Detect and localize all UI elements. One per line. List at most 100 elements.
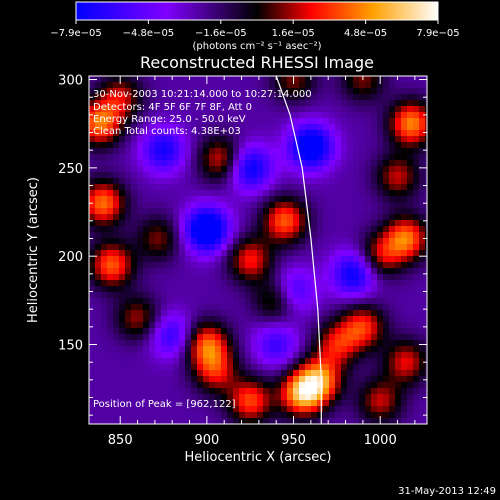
heatmap-cell [329, 208, 336, 215]
heatmap-cell [251, 316, 258, 323]
heatmap-cell [389, 82, 396, 89]
heatmap-cell [341, 106, 348, 113]
heatmap-cell [335, 142, 342, 149]
heatmap-cell [173, 376, 180, 383]
heatmap-cell [329, 322, 336, 329]
heatmap-cell [203, 130, 210, 137]
heatmap-cell [209, 124, 216, 131]
heatmap-cell [371, 292, 378, 299]
heatmap-cell [179, 298, 186, 305]
heatmap-cell [305, 364, 312, 371]
heatmap-cell [149, 334, 156, 341]
heatmap-cell [161, 202, 168, 209]
heatmap-cell [257, 268, 264, 275]
heatmap-cell [317, 100, 324, 107]
heatmap-cell [227, 220, 234, 227]
heatmap-cell [143, 298, 150, 305]
heatmap-cell [257, 406, 264, 413]
heatmap-cell [377, 112, 384, 119]
heatmap-cell [155, 220, 162, 227]
heatmap-cell [119, 166, 126, 173]
heatmap-cell [263, 232, 270, 239]
heatmap-cell [101, 160, 108, 167]
heatmap-cell [167, 166, 174, 173]
heatmap-cell [389, 226, 396, 233]
heatmap-cell [257, 382, 264, 389]
heatmap-cell [251, 94, 258, 101]
heatmap-cell [245, 172, 252, 179]
heatmap-cell [407, 268, 414, 275]
heatmap-cell [263, 316, 270, 323]
heatmap-cell [233, 178, 240, 185]
heatmap-cell [161, 160, 168, 167]
heatmap-cell [113, 178, 120, 185]
heatmap-cell [383, 412, 390, 419]
heatmap-cell [95, 340, 102, 347]
heatmap-cell [305, 106, 312, 113]
heatmap-cell [323, 286, 330, 293]
heatmap-cell [335, 376, 342, 383]
heatmap-cell [329, 118, 336, 125]
heatmap-cell [263, 358, 270, 365]
heatmap-cell [293, 406, 300, 413]
heatmap-cell [95, 274, 102, 281]
heatmap-cell [119, 286, 126, 293]
heatmap-cell [407, 160, 414, 167]
heatmap-cell [197, 232, 204, 239]
heatmap-cell [161, 136, 168, 143]
heatmap-cell [245, 292, 252, 299]
heatmap-cell [239, 346, 246, 353]
heatmap-cell [395, 178, 402, 185]
heatmap-cell [425, 136, 427, 143]
heatmap-cell [335, 220, 342, 227]
heatmap-cell [221, 256, 228, 263]
heatmap-cell [293, 388, 300, 395]
heatmap-cell [371, 214, 378, 221]
heatmap-cell [227, 292, 234, 299]
heatmap-cell [341, 178, 348, 185]
heatmap-cell [335, 178, 342, 185]
heatmap-cell [395, 358, 402, 365]
heatmap-cell [299, 316, 306, 323]
heatmap-cell [125, 358, 132, 365]
heatmap-cell [323, 370, 330, 377]
heatmap-cell [131, 292, 138, 299]
heatmap-cell [263, 376, 270, 383]
heatmap-cell [167, 172, 174, 179]
heatmap-cell [257, 94, 264, 101]
heatmap-cell [395, 100, 402, 107]
heatmap-cell [335, 322, 342, 329]
heatmap-cell [407, 280, 414, 287]
heatmap-cell [257, 358, 264, 365]
heatmap-cell [245, 148, 252, 155]
heatmap-cell [209, 388, 216, 395]
heatmap-cell [353, 244, 360, 251]
heatmap-cell [281, 250, 288, 257]
heatmap-cell [113, 358, 120, 365]
heatmap-cell [281, 364, 288, 371]
heatmap-cell [203, 232, 210, 239]
heatmap-cell [209, 394, 216, 401]
heatmap-cell [335, 172, 342, 179]
heatmap-cell [311, 292, 318, 299]
heatmap-cell [251, 232, 258, 239]
heatmap-cell [269, 370, 276, 377]
heatmap-cell [293, 112, 300, 119]
heatmap-cell [275, 370, 282, 377]
heatmap-cell [341, 382, 348, 389]
heatmap-cell [185, 262, 192, 269]
heatmap-cell [365, 286, 372, 293]
heatmap-cell [179, 190, 186, 197]
heatmap-cell [257, 172, 264, 179]
heatmap-cell [161, 238, 168, 245]
heatmap-cell [251, 160, 258, 167]
heatmap-cell [425, 286, 427, 293]
heatmap-cell [359, 148, 366, 155]
heatmap-cell [383, 208, 390, 215]
heatmap-cell [95, 250, 102, 257]
heatmap-cell [269, 136, 276, 143]
heatmap-cell [131, 250, 138, 257]
heatmap-cell [125, 256, 132, 263]
heatmap-cell [125, 76, 132, 83]
heatmap-cell [101, 400, 108, 407]
